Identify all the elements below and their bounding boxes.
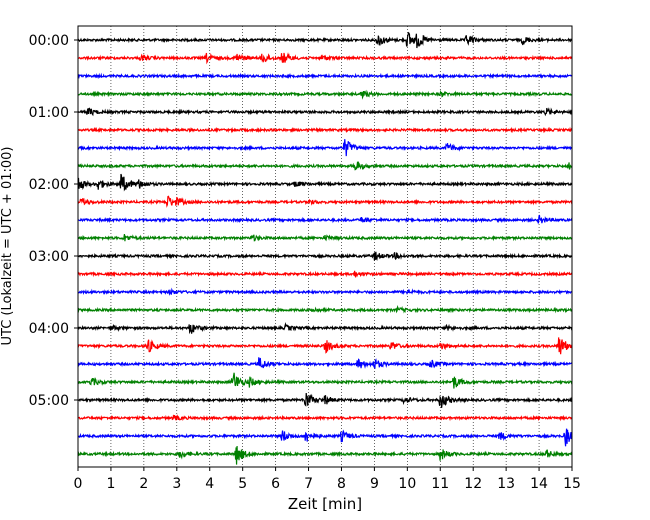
trace-0445: [77, 372, 573, 389]
x-tick-label: 0: [74, 476, 83, 492]
trace-0345: [77, 304, 573, 314]
x-tick-label: 11: [431, 476, 449, 492]
x-tick-label: 9: [370, 476, 379, 492]
y-tick-label: 03:00: [29, 249, 69, 265]
y-axis-label: UTC (Lokalzeit = UTC + 01:00): [0, 147, 15, 346]
x-tick-label: 3: [172, 476, 181, 492]
trace-0430: [77, 357, 573, 370]
x-tick-label: 7: [304, 476, 313, 492]
trace-0200: [77, 173, 573, 192]
y-tick-label: 04:00: [29, 321, 69, 337]
trace-0245: [77, 233, 573, 242]
trace-0530: [77, 428, 573, 447]
x-tick-label: 5: [238, 476, 247, 492]
trace-0215: [77, 195, 573, 208]
plot-frame: [77, 25, 573, 468]
trace-0330: [77, 287, 573, 296]
trace-0045: [77, 89, 573, 100]
trace-0145: [77, 161, 573, 171]
x-tick-label: 1: [106, 476, 115, 492]
x-tick-label: 13: [497, 476, 515, 492]
x-tick-label: 12: [464, 476, 482, 492]
trace-0230: [77, 214, 573, 224]
y-tick-label: 01:00: [29, 105, 69, 121]
y-tick-label: 00:00: [29, 33, 69, 49]
x-tick-label: 6: [271, 476, 280, 492]
trace-0415: [77, 337, 573, 355]
trace-0115: [77, 126, 573, 134]
trace-0500: [77, 393, 573, 408]
trace-0515: [77, 414, 573, 422]
x-axis: 0 1 2 3 4 5 6 7 8 9 10 11 12 13 14 15: [74, 467, 581, 492]
trace-0100: [77, 107, 573, 117]
x-tick-label: 4: [205, 476, 214, 492]
trace-0015: [77, 52, 573, 65]
x-tick-label: 14: [530, 476, 548, 492]
trace-0315: [77, 270, 573, 278]
trace-0300: [77, 251, 573, 261]
trace-0000: [77, 31, 573, 49]
trace-group: [77, 31, 573, 465]
x-tick-label: 15: [563, 476, 581, 492]
x-axis-label: Zeit [min]: [288, 495, 362, 513]
y-tick-label: 02:00: [29, 177, 69, 193]
y-tick-label: 05:00: [29, 393, 69, 409]
x-tick-label: 8: [337, 476, 346, 492]
x-tick-label: 2: [139, 476, 148, 492]
x-tick-label: 10: [398, 476, 416, 492]
y-axis: 00:00 01:00 02:00 03:00 04:00 05:00: [29, 33, 78, 409]
trace-0545: [77, 445, 573, 465]
trace-0130: [77, 139, 573, 157]
trace-0030: [77, 72, 573, 80]
trace-0400: [77, 321, 573, 335]
